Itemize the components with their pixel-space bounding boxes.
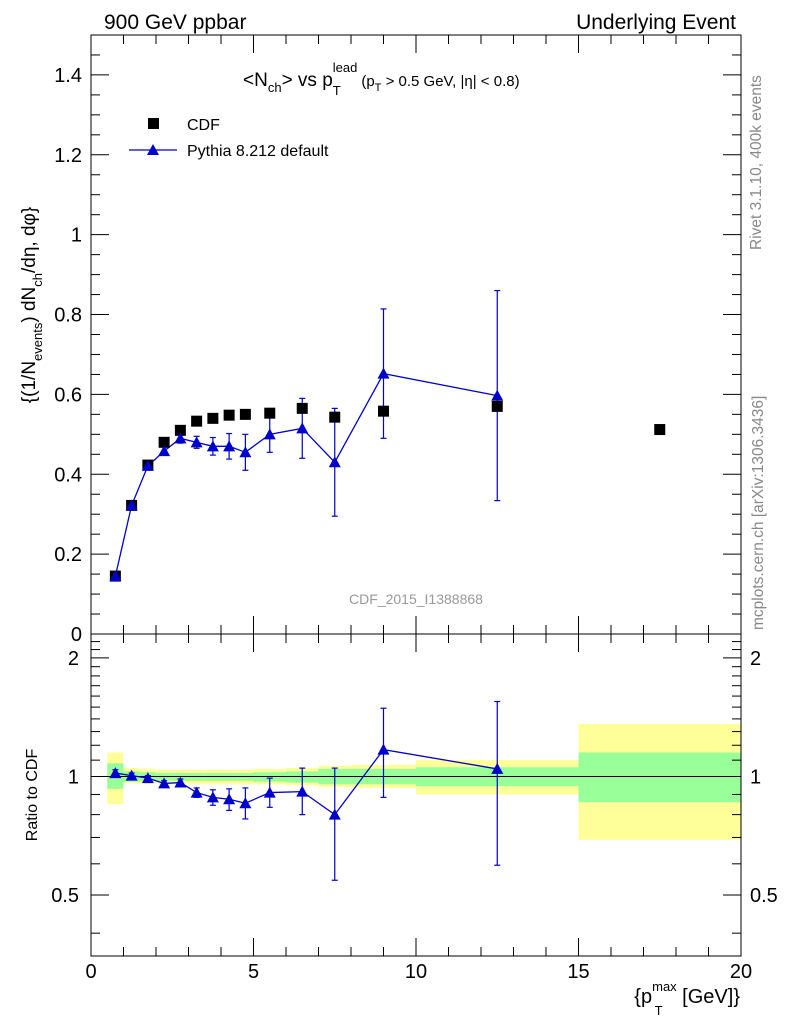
pythia-point <box>223 440 236 452</box>
x-tick-label: 15 <box>567 961 589 983</box>
ratio-pythia-point <box>141 772 154 784</box>
main-series <box>109 289 666 582</box>
main-axis-ticks <box>90 34 742 635</box>
ratio-y-tick-label-left: 1 <box>68 766 79 788</box>
ratio-pythia-point <box>328 808 341 820</box>
legend-label-cdf: CDF <box>187 117 220 134</box>
ratio-pythia-point <box>239 797 252 809</box>
mcplots-label: mcplots.cern.ch [arXiv:1306.3436] <box>750 396 767 630</box>
header-left: 900 GeV ppbar <box>104 11 246 34</box>
watermark: CDF_2015_I1388868 <box>349 591 483 607</box>
ratio-pythia-point <box>190 786 203 798</box>
pythia-point <box>141 459 154 471</box>
pythia-point <box>328 456 341 468</box>
ratio-pythia-point <box>158 777 171 789</box>
ratio-y-tick-label-left: 2 <box>68 648 79 670</box>
main-y-axis-label: {(1/Nevents) dNch/dη, dφ} <box>19 207 45 403</box>
cdf-point <box>378 405 389 417</box>
rivet-label: Rivet 3.1.10, 400k events <box>748 75 765 250</box>
ratio-series <box>109 700 504 881</box>
pythia-point <box>109 570 122 582</box>
ratio-y-tick-label-right: 2 <box>750 648 761 670</box>
cdf-point <box>264 407 276 419</box>
main-y-tick-label: 0.4 <box>54 464 82 486</box>
main-y-tick-label: 0 <box>71 624 82 646</box>
ratio-bands <box>107 723 741 840</box>
ratio-pythia-point <box>263 786 276 798</box>
pythia-point <box>190 436 203 448</box>
legend-marker-pythia <box>147 144 159 155</box>
cdf-point <box>223 409 235 421</box>
cdf-point <box>296 402 308 414</box>
ratio-pythia-point <box>125 769 138 781</box>
cdf-point <box>329 411 341 423</box>
x-tick-labels: 0 5 10 15 20 <box>85 961 752 983</box>
pythia-point <box>158 445 171 457</box>
header-right: Underlying Event <box>576 11 736 34</box>
x-tick-label: 0 <box>85 961 96 983</box>
plot-title: <Nch> vs pTlead(pT > 0.5 GeV, |η| < 0.8) <box>243 60 520 98</box>
ratio-pythia-point <box>109 767 122 779</box>
main-y-tick-label: 1.4 <box>54 65 82 87</box>
main-y-tick-label: 0.2 <box>54 544 82 566</box>
cdf-point <box>174 424 186 436</box>
ratio-y-tick-label-right: 0.5 <box>750 885 778 907</box>
ratio-y-tick-label-left: 0.5 <box>51 885 79 907</box>
cdf-point <box>491 400 503 412</box>
main-y-tick-labels: 0 0.2 0.4 0.6 0.8 1 1.2 1.4 <box>54 65 82 646</box>
pythia-point <box>174 432 187 444</box>
ratio-pythia-point <box>377 743 390 755</box>
ratio-pythia-point <box>491 762 504 774</box>
ratio-y-axis-label: Ratio to CDF <box>24 749 41 842</box>
x-tick-label: 20 <box>730 961 752 983</box>
ratio-panel: 0.5 0.5 1 1 2 2 0 5 10 15 20 Ratio to CDF {pmax T … <box>24 633 778 1018</box>
pythia-point <box>296 422 309 434</box>
ratio-pythia-point <box>206 791 219 803</box>
pythia-point <box>491 389 504 401</box>
cdf-point <box>191 415 203 427</box>
ratio-pythia-point <box>174 776 187 788</box>
main-panel: 0 0.2 0.4 0.6 0.8 1 1.2 1.4 CDF_2015_I1388868 <… <box>19 34 742 646</box>
legend-marker-cdf <box>148 118 159 129</box>
pythia-point <box>263 428 276 440</box>
legend-label-pythia: Pythia 8.212 default <box>187 143 329 160</box>
cdf-point <box>654 424 666 436</box>
ratio-band-inner <box>578 752 741 803</box>
pythia-point <box>239 446 252 458</box>
ratio-y-tick-labels: 0.5 0.5 1 1 2 2 <box>51 648 778 907</box>
x-axis-label: {pmax T [GeV]} <box>634 979 740 1018</box>
ratio-axis-ticks <box>90 634 742 956</box>
cdf-point <box>158 436 170 448</box>
legend: CDF Pythia 8.212 default <box>129 117 329 160</box>
main-y-tick-label: 0.8 <box>54 305 82 327</box>
pythia-point <box>206 440 219 452</box>
cdf-point <box>207 412 219 424</box>
main-y-tick-label: 0.6 <box>54 384 82 406</box>
ratio-pythia-point <box>296 785 309 797</box>
pythia-point <box>377 367 390 379</box>
main-y-tick-label: 1 <box>71 225 82 247</box>
cdf-point <box>239 408 251 420</box>
ratio-y-tick-label-right: 1 <box>750 766 761 788</box>
ratio-pythia-point <box>223 793 236 805</box>
x-tick-label: 5 <box>248 961 259 983</box>
x-tick-label: 10 <box>405 961 427 983</box>
pythia-point <box>125 499 138 511</box>
main-y-tick-label: 1.2 <box>54 145 82 167</box>
